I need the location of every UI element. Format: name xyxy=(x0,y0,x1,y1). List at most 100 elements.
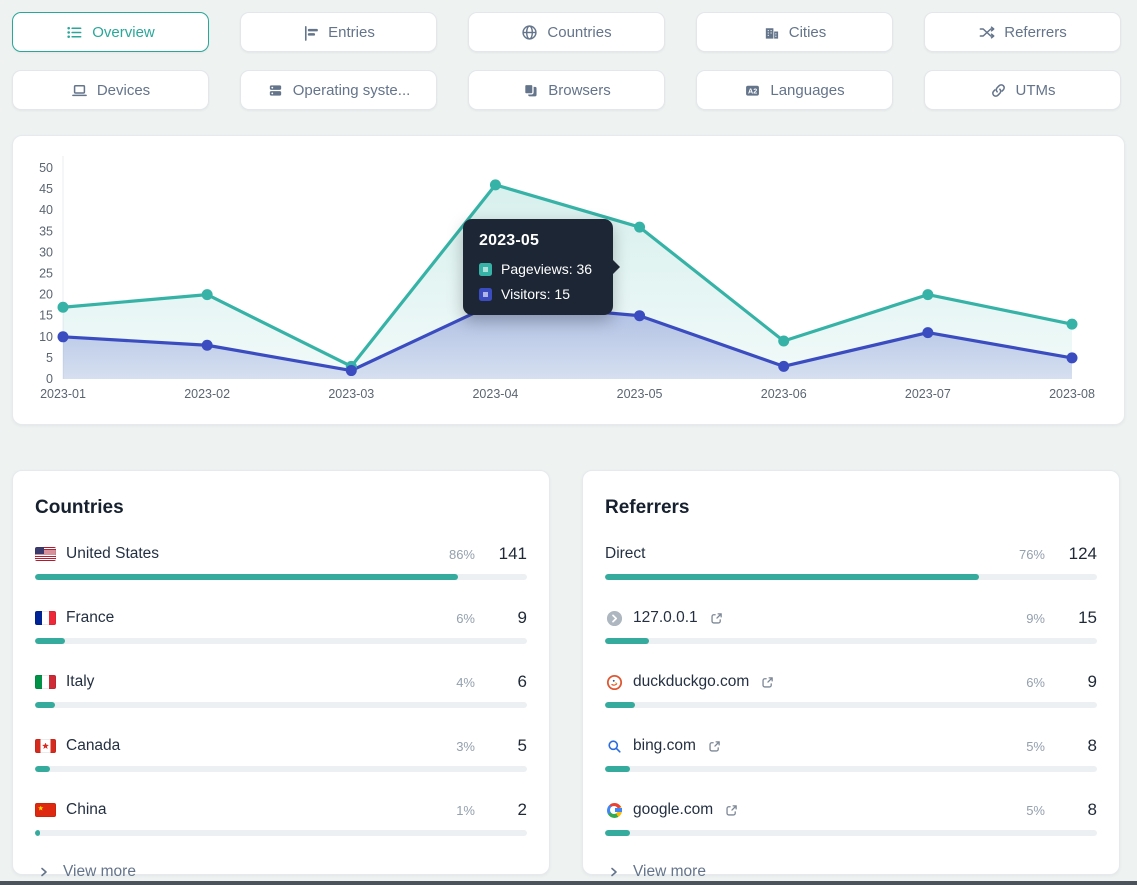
shuffle-icon xyxy=(979,25,995,39)
tab-label: Countries xyxy=(547,23,612,41)
italy-flag-icon xyxy=(35,675,56,689)
country-bar xyxy=(35,638,527,644)
globe-icon xyxy=(522,24,538,40)
referrer-row-duckduckgo[interactable]: duckduckgo.com 6% 9 xyxy=(605,671,1097,708)
bar-chart-icon xyxy=(305,25,319,41)
chart-tooltip: 2023-05 Pageviews: 36 Visitors: 15 xyxy=(463,219,620,315)
google-favicon-icon xyxy=(605,801,623,819)
referrer-percent: 5% xyxy=(1026,802,1045,818)
tooltip-pageviews-text: Pageviews: 36 xyxy=(501,261,593,277)
tab-label: Devices xyxy=(96,81,151,99)
laptop-icon xyxy=(71,84,87,96)
referrer-value: 8 xyxy=(1087,736,1097,755)
country-value: 5 xyxy=(517,736,527,755)
referrer-row-google[interactable]: google.com 5% 8 xyxy=(605,799,1097,836)
svg-text:25: 25 xyxy=(39,267,53,281)
svg-text:2: 2 xyxy=(754,87,758,95)
tab-label: Cities xyxy=(788,23,827,41)
country-value: 141 xyxy=(498,544,527,563)
referrer-label: 127.0.0.1 xyxy=(633,609,698,626)
tab-referrers[interactable]: Referrers xyxy=(924,12,1121,52)
tab-browsers[interactable]: Browsers xyxy=(468,70,665,110)
svg-text:A: A xyxy=(748,87,753,95)
tab-countries[interactable]: Countries xyxy=(468,12,665,52)
svg-text:5: 5 xyxy=(46,351,53,365)
referrers-panel: Referrers Direct 76% 124 127.0.0.1 9% 15… xyxy=(582,470,1120,880)
referrer-label: duckduckgo.com xyxy=(633,673,750,690)
country-percent: 3% xyxy=(456,738,475,754)
referrer-row-direct[interactable]: Direct 76% 124 xyxy=(605,543,1097,580)
referrer-bar xyxy=(605,638,1097,644)
referrers-view-more-button[interactable]: View more xyxy=(605,863,1097,881)
country-value: 9 xyxy=(517,608,527,627)
referrer-percent: 9% xyxy=(1026,610,1045,626)
country-percent: 1% xyxy=(456,802,475,818)
tab-utms[interactable]: UTMs xyxy=(924,70,1121,110)
list-icon xyxy=(67,26,82,38)
tab-label: UTMs xyxy=(1015,81,1056,99)
referrer-row-127-0-0-1[interactable]: 127.0.0.1 9% 15 xyxy=(605,607,1097,644)
referrer-percent: 5% xyxy=(1026,738,1045,754)
default-favicon-icon xyxy=(605,609,623,627)
countries-view-more-button[interactable]: View more xyxy=(35,863,527,881)
countries-panel: Countries United States 86% 141 France 6… xyxy=(12,470,550,880)
visitors-swatch-icon xyxy=(479,287,492,301)
tab-label: Languages xyxy=(770,81,845,99)
svg-text:2023-08: 2023-08 xyxy=(1049,387,1095,401)
tab-label: Entries xyxy=(328,23,375,41)
china-flag-icon xyxy=(35,803,56,817)
tab-devices[interactable]: Devices xyxy=(12,70,209,110)
referrer-bar xyxy=(605,702,1097,708)
external-link-icon[interactable] xyxy=(725,804,738,817)
duckduckgo-favicon-icon xyxy=(605,673,623,691)
tab-cities[interactable]: Cities xyxy=(696,12,893,52)
tab-label: Referrers xyxy=(1004,23,1067,41)
us-flag-icon xyxy=(35,547,56,561)
country-row-france[interactable]: France 6% 9 xyxy=(35,607,527,644)
external-link-icon[interactable] xyxy=(708,740,721,753)
chevron-right-icon xyxy=(611,867,617,877)
country-bar xyxy=(35,830,527,836)
referrer-label: Direct xyxy=(605,545,646,562)
referrer-label: bing.com xyxy=(633,737,696,754)
country-value: 2 xyxy=(517,800,527,819)
tab-overview[interactable]: Overview xyxy=(12,12,209,52)
svg-text:2023-05: 2023-05 xyxy=(617,387,663,401)
country-percent: 4% xyxy=(456,674,475,690)
tab-entries[interactable]: Entries xyxy=(240,12,437,52)
country-label: Italy xyxy=(66,673,95,690)
external-link-icon[interactable] xyxy=(710,612,723,625)
pageviews-swatch-icon xyxy=(479,262,492,276)
france-flag-icon xyxy=(35,611,56,625)
tab-label: Operating syste... xyxy=(292,81,411,99)
tab-operating-systems[interactable]: Operating syste... xyxy=(240,70,437,110)
chevron-right-icon xyxy=(41,867,47,877)
tab-label: Browsers xyxy=(548,81,611,99)
country-row-italy[interactable]: Italy 4% 6 xyxy=(35,671,527,708)
bing-favicon-icon xyxy=(605,737,623,755)
svg-text:2023-07: 2023-07 xyxy=(905,387,951,401)
external-link-icon[interactable] xyxy=(761,676,774,689)
referrer-bar xyxy=(605,830,1097,836)
country-row-united-states[interactable]: United States 86% 141 xyxy=(35,543,527,580)
svg-text:0: 0 xyxy=(46,372,53,386)
traffic-chart-card: 0 5 10 15 20 25 30 35 40 45 50 2023-01 2023-02 2023-0… xyxy=(12,135,1125,425)
country-row-canada[interactable]: Canada 3% 5 xyxy=(35,735,527,772)
canada-flag-icon xyxy=(35,739,56,753)
country-row-china[interactable]: China 1% 2 xyxy=(35,799,527,836)
tooltip-title: 2023-05 xyxy=(479,232,540,249)
link-icon xyxy=(991,83,1005,97)
bottom-edge-bar xyxy=(0,881,1137,885)
svg-text:35: 35 xyxy=(39,224,53,238)
svg-text:15: 15 xyxy=(39,309,53,323)
referrer-value: 9 xyxy=(1087,672,1097,691)
referrer-bar xyxy=(605,574,1097,580)
svg-text:30: 30 xyxy=(39,245,53,259)
tooltip-row-pageviews: Pageviews: 36 xyxy=(479,261,597,277)
country-value: 6 xyxy=(517,672,527,691)
referrer-row-bing[interactable]: bing.com 5% 8 xyxy=(605,735,1097,772)
country-label: Canada xyxy=(66,737,121,754)
svg-text:20: 20 xyxy=(39,288,53,302)
buildings-icon xyxy=(765,27,778,39)
